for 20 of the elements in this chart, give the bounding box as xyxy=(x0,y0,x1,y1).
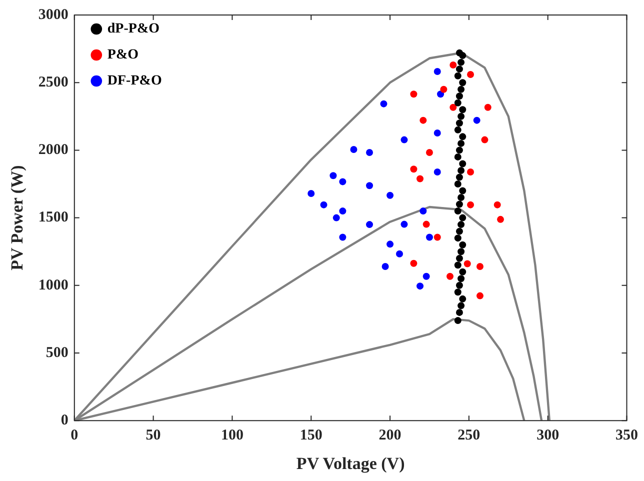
y-tick-label: 1500 xyxy=(38,210,68,226)
x-axis-title: PV Voltage (V) xyxy=(296,454,405,474)
x-tick-label: 200 xyxy=(378,427,402,444)
x-tick-label: 100 xyxy=(220,427,244,444)
x-tick-label: 0 xyxy=(70,427,78,444)
y-axis-title: PV Power (W) xyxy=(8,165,27,270)
x-tick-label: 250 xyxy=(458,427,480,444)
legend-label: P&O xyxy=(107,48,139,63)
x-tick-label: 300 xyxy=(536,427,560,444)
y-tick-label: 0 xyxy=(60,412,68,428)
x-tick-label: 350 xyxy=(616,427,638,444)
y-tick-label: 3000 xyxy=(38,6,68,23)
legend-label: dP-P&O xyxy=(107,22,160,37)
legend-label: DF-P&O xyxy=(107,74,162,89)
x-tick-label: 50 xyxy=(146,427,161,444)
y-tick-label: 500 xyxy=(46,344,68,361)
x-tick-label: 150 xyxy=(300,427,322,444)
y-tick-label: 1000 xyxy=(38,277,68,294)
y-tick-label: 2500 xyxy=(38,74,68,90)
y-tick-label: 2000 xyxy=(38,142,68,158)
